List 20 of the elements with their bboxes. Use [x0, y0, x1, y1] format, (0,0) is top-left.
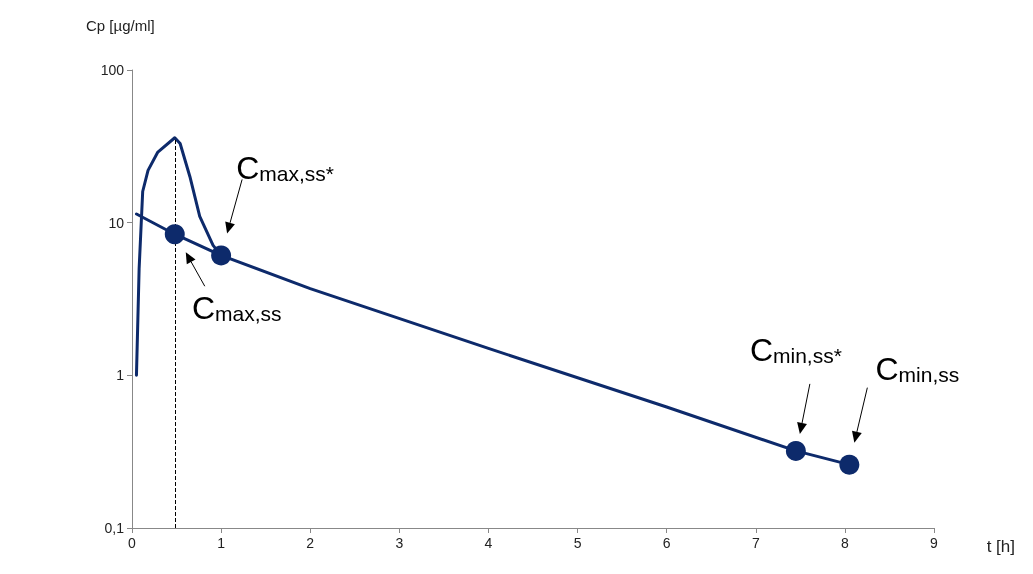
x-tick-label: 3	[395, 535, 404, 551]
y-tick-label: 0,1	[104, 520, 125, 536]
y-tick-label: 1	[116, 367, 125, 384]
x-tick-label: 2	[306, 535, 315, 551]
x-tick-label: 6	[662, 535, 671, 551]
x-axis-title: t [h]	[986, 537, 1016, 556]
y-tick-label: 100	[100, 62, 125, 78]
y-axis-title: Cp [µg/ml]	[86, 17, 155, 34]
x-tick-label: 8	[840, 535, 849, 551]
annotation: Cmin,ss*	[749, 332, 842, 369]
annotation: Cmin,ss	[875, 351, 960, 388]
x-tick-label: 0	[128, 535, 137, 551]
annotation: Cmax,ss	[191, 289, 282, 326]
annotation: Cmax,ss*	[236, 149, 335, 186]
x-tick-label: 1	[217, 535, 226, 551]
x-tick-label: 7	[751, 535, 760, 551]
y-tick-label: 10	[108, 214, 125, 231]
x-tick-label: 5	[573, 535, 582, 551]
x-tick-label: 9	[930, 535, 939, 551]
x-tick-label: 4	[484, 535, 493, 551]
